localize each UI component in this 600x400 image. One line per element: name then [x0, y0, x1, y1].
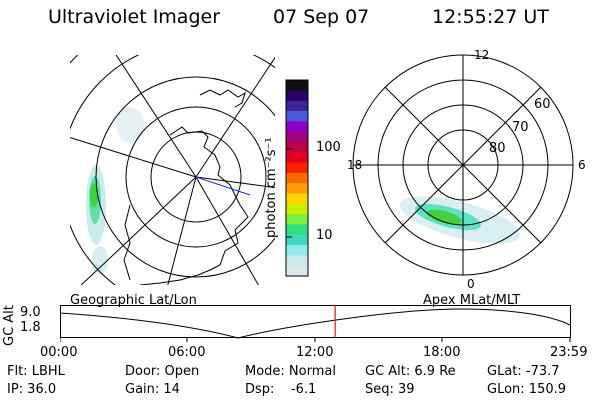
colorbar-cell — [286, 110, 308, 122]
geo-aurora-emission — [86, 107, 144, 274]
geographic-latitude: GLat: -73.7 — [487, 364, 560, 379]
colorbar-cell — [286, 80, 308, 91]
filter-value: Flt: LBHL — [7, 364, 65, 379]
colorbar-cell — [286, 90, 308, 102]
polar-label-12: 12 — [474, 48, 490, 62]
polar-ring-60: 60 — [534, 97, 551, 112]
geographic-map-label: Geographic Lat/Lon — [70, 293, 197, 308]
timeline-xtick-0600: 06:00 — [168, 345, 206, 360]
colorbar-cell — [286, 121, 308, 133]
altitude-curve — [60, 308, 571, 339]
colorbar-tick-100: 100 — [316, 140, 341, 155]
polar-ring-70: 70 — [512, 120, 529, 135]
geographic-map — [70, 55, 275, 285]
colorbar-cell — [286, 203, 308, 215]
colorbar-cell — [286, 214, 308, 225]
colorbar — [285, 79, 309, 277]
timeline-ytick-high: 9.0 — [20, 305, 41, 320]
colorbar-cell — [286, 265, 308, 277]
colorbar-cell — [286, 245, 308, 256]
timeline-xtick-1800: 18:00 — [423, 345, 461, 360]
colorbar-cell — [286, 131, 308, 143]
timeline-xtick-2359: 23:59 — [550, 345, 588, 360]
colorbar-cell — [286, 255, 308, 267]
door-status: Door: Open — [125, 364, 200, 379]
colorbar-cell — [286, 193, 308, 205]
colorbar-cell — [286, 100, 308, 112]
sequence-value: Seq: 39 — [365, 382, 415, 397]
colorbar-unit-label: photon cm⁻²s⁻¹ — [264, 137, 279, 238]
altitude-timeline — [60, 305, 571, 342]
timeline-xtick-1200: 12:00 — [296, 345, 334, 360]
colorbar-cell — [286, 183, 308, 194]
timeline-xtick-0000: 00:00 — [40, 345, 78, 360]
observation-date: 07 Sep 07 — [273, 6, 370, 28]
colorbar-cell — [286, 152, 308, 164]
colorbar-cell — [286, 141, 308, 153]
ip-value: IP: 36.0 — [7, 382, 57, 397]
gc-alt-value: GC Alt: 6.9 Re — [365, 364, 456, 379]
instrument-title: Ultraviolet Imager — [48, 6, 221, 28]
gain-value: Gain: 14 — [125, 382, 180, 397]
polar-ring-80: 80 — [489, 141, 506, 156]
polar-label-6: 6 — [578, 158, 586, 172]
colorbar-cell — [286, 172, 308, 184]
timeline-axis-label: GC Alt — [2, 305, 17, 346]
polar-aurora-emission — [399, 196, 521, 244]
geographic-longitude: GLon: 150.9 — [487, 382, 567, 397]
colorbar-cell — [286, 234, 308, 246]
colorbar-cell — [286, 162, 308, 174]
polar-mlt-plot — [352, 54, 574, 276]
colorbar-tick-10: 10 — [316, 228, 333, 243]
timeline-ytick-low: 1.8 — [20, 320, 41, 335]
apex-map-label: Apex MLat/MLT — [423, 293, 521, 308]
observation-time: 12:55:27 UT — [432, 6, 549, 28]
colorbar-cell — [286, 224, 308, 236]
dsp-value: Dsp: -6.1 — [245, 382, 317, 397]
polar-label-0: 0 — [467, 277, 475, 291]
mode-value: Mode: Normal — [245, 364, 336, 379]
polar-label-18: 18 — [347, 158, 363, 172]
